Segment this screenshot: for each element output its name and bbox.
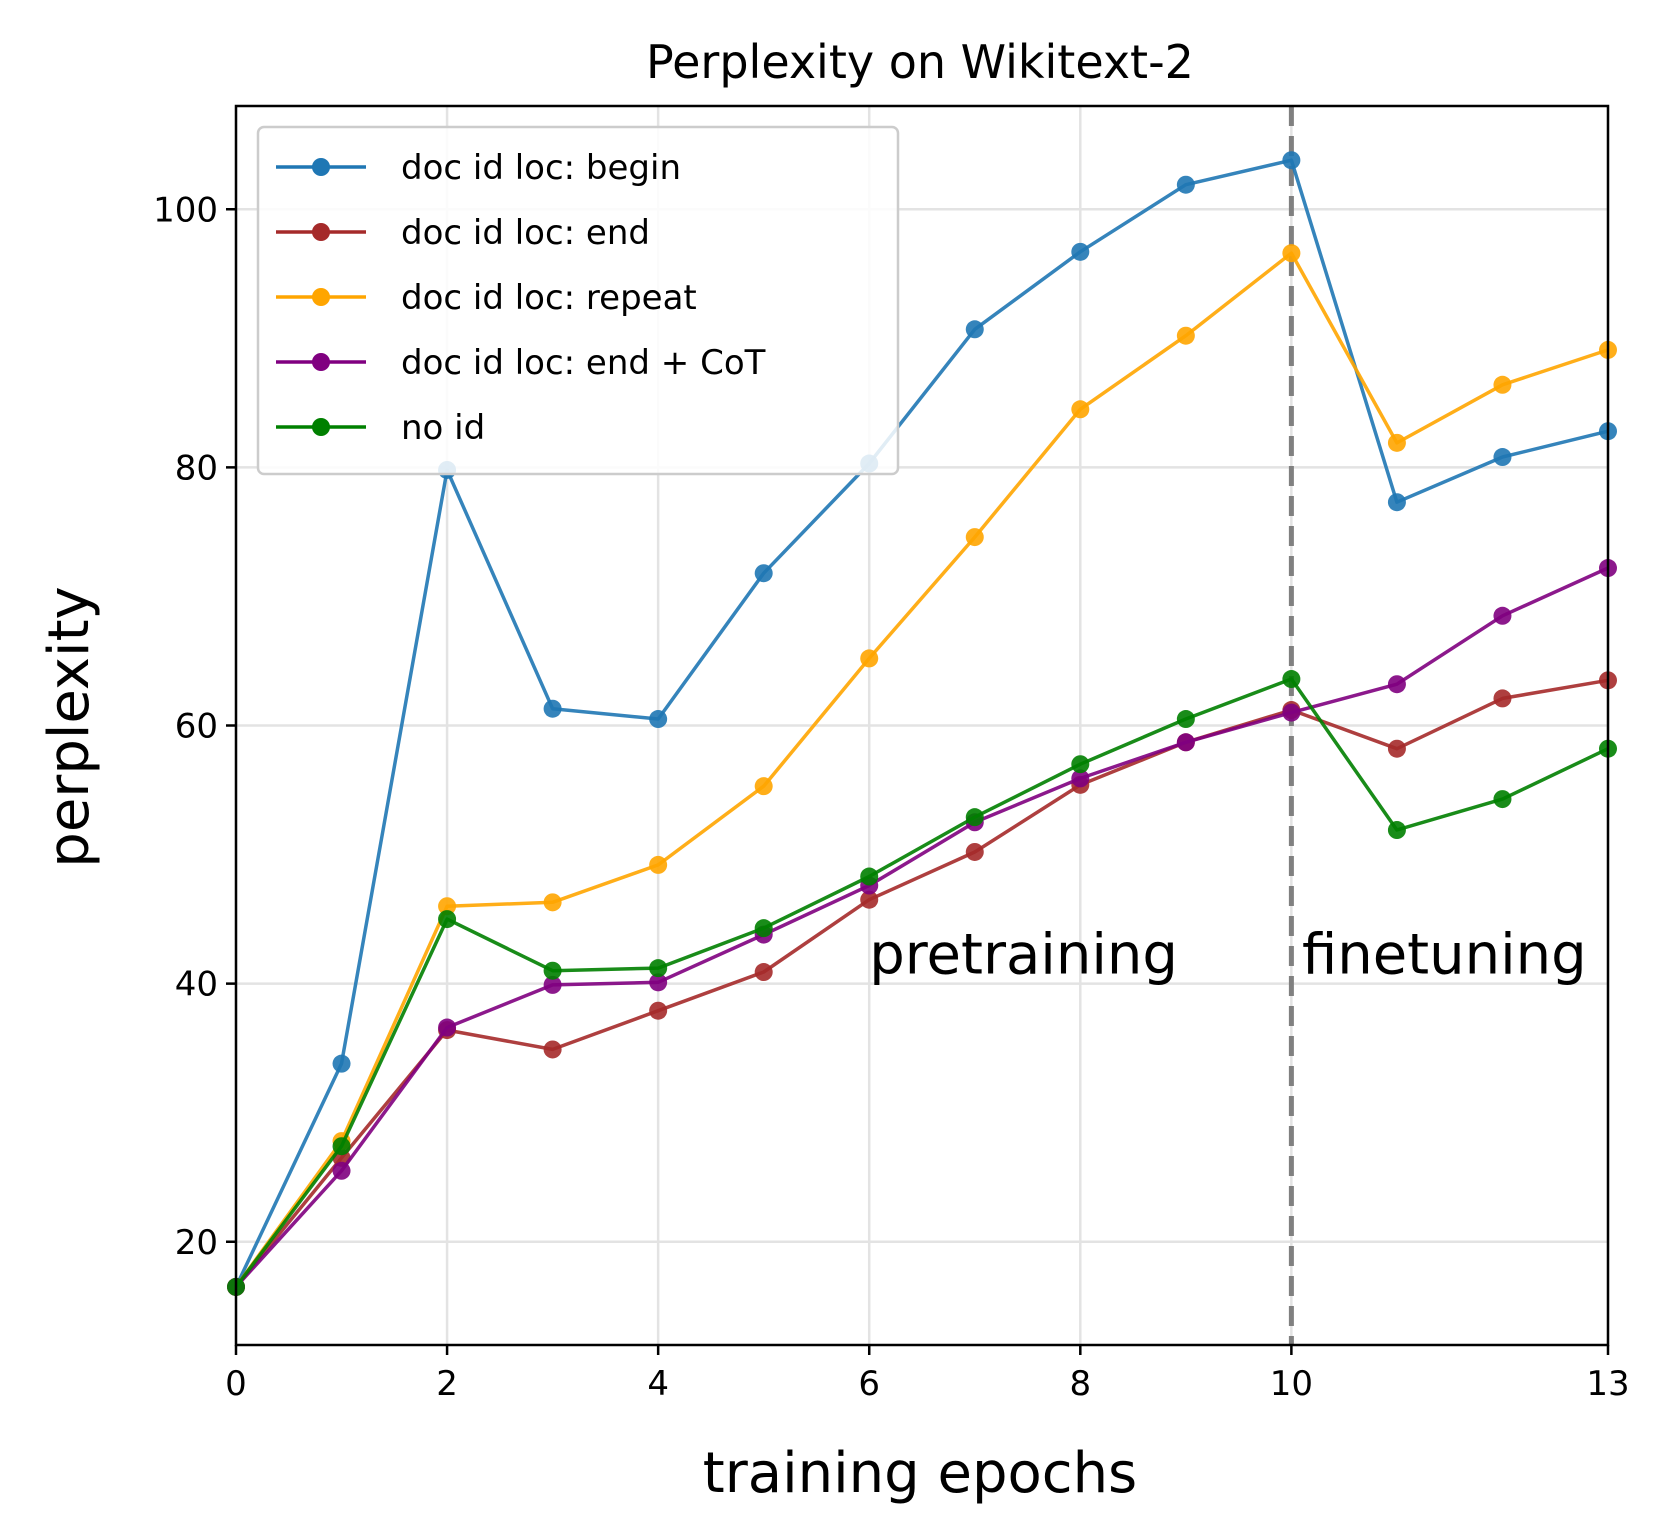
data-point [543,975,562,994]
data-point [1176,733,1195,752]
y-tick-label: 20 [175,1223,218,1263]
x-tick-label: 8 [1069,1364,1091,1404]
data-point [1071,769,1090,788]
annotation-pretraining: pretraining [869,922,1178,987]
data-point [1282,244,1301,263]
data-point [543,1040,562,1059]
data-point [1493,375,1512,394]
data-point [1387,739,1406,758]
data-point [1071,242,1090,261]
legend-entry: doc id loc: end [276,213,650,253]
y-axis-label: perplexity [37,586,102,867]
legend-box [256,125,900,476]
data-point [1493,689,1512,708]
data-point [1493,448,1512,467]
series-layer [227,151,1617,1296]
y-tick-label: 100 [153,190,218,230]
data-point [754,564,773,583]
data-point [332,1054,351,1073]
data-point [649,959,668,978]
data-point [649,973,668,992]
data-point [754,919,773,938]
data-point [1282,670,1301,689]
data-point [543,961,562,980]
legend-entry: doc id loc: repeat [276,278,697,318]
data-point [965,320,984,339]
data-point [1282,703,1301,722]
data-point [860,649,879,668]
axes-layer: 0 2 4 6 8 10 13 20 40 60 80 100 [153,104,1630,1404]
data-point [649,710,668,729]
legend-swatch-marker [312,353,330,371]
x-axis-label: training epochs [703,1441,1137,1506]
data-point [1387,675,1406,694]
x-tick-label: 10 [1270,1364,1313,1404]
data-point [1282,151,1301,170]
data-point [860,867,879,886]
x-tick-label: 2 [436,1364,458,1404]
series-line [234,677,1609,1288]
y-tick-label: 40 [175,965,218,1005]
legend-label: doc id loc: end + CoT [401,343,766,383]
legend-entry: doc id loc: begin [276,148,681,188]
data-point [438,1018,457,1037]
data-point [1493,790,1512,809]
data-point [1176,175,1195,194]
legend-label: doc id loc: begin [401,148,681,188]
data-point [438,910,457,929]
data-point [1493,606,1512,625]
y-tick-label: 60 [175,707,218,747]
x-tick-label: 6 [858,1364,880,1404]
data-point [965,528,984,547]
series-line [234,158,1609,1288]
data-point [1387,433,1406,452]
data-point [543,699,562,718]
series-line [234,251,1609,1288]
data-point [543,893,562,912]
legend-swatch-marker [312,418,330,436]
data-point [965,808,984,827]
data-point [1071,755,1090,774]
legend-label: no id [401,408,485,448]
legend-entry: no id [276,408,485,448]
data-point [332,1137,351,1156]
annotation-finetuning: finetuning [1302,922,1587,987]
legend-swatch-marker [312,158,330,176]
series-4 [227,670,1617,1296]
data-point [649,855,668,874]
y-tick-label: 80 [175,448,218,488]
x-tick-label: 13 [1586,1364,1629,1404]
data-point [1387,821,1406,840]
series-line [234,566,1609,1289]
chart-title: Perplexity on Wikitext-2 [646,35,1194,89]
data-point [860,890,879,909]
legend-label: doc id loc: end [401,213,650,253]
x-tick-label: 0 [225,1364,247,1404]
data-point [1176,326,1195,345]
legend-swatch-marker [312,288,330,306]
data-point [1387,493,1406,512]
data-point [332,1161,351,1180]
data-point [1071,400,1090,419]
data-point [754,963,773,982]
data-point [649,1001,668,1020]
series-line [234,678,1609,1289]
x-tick-label: 4 [647,1364,669,1404]
data-point [1176,710,1195,729]
legend-swatch-marker [312,223,330,241]
data-point [438,897,457,916]
legend: doc id loc: begin doc id loc: end doc id l… [256,125,900,476]
data-point [965,842,984,861]
data-point [754,777,773,796]
legend-label: doc id loc: repeat [401,278,697,318]
legend-entry: doc id loc: end + CoT [276,343,766,383]
